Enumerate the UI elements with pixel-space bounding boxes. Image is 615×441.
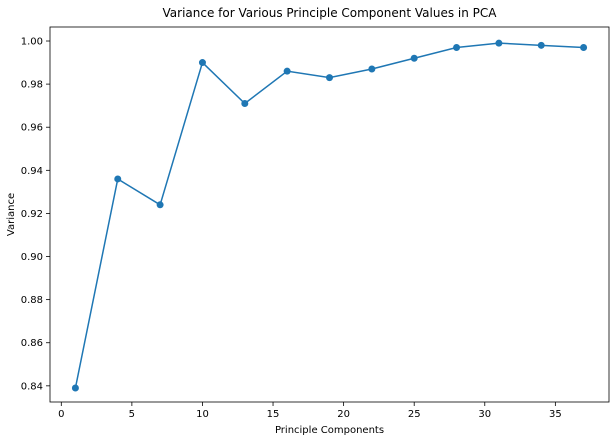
data-point <box>410 54 418 62</box>
y-tick-label: 1.00 <box>21 37 43 48</box>
y-axis-label: Variance <box>6 193 17 236</box>
y-tick-label: 0.86 <box>21 338 43 349</box>
x-tick-label: 0 <box>58 409 64 420</box>
data-point <box>368 65 376 73</box>
y-tick-label: 0.92 <box>21 209 43 220</box>
x-tick-label: 20 <box>337 409 350 420</box>
data-point <box>114 175 122 183</box>
data-point <box>71 384 79 392</box>
x-tick-label: 30 <box>478 409 491 420</box>
y-tick-label: 0.84 <box>21 381 43 392</box>
y-tick-label: 0.98 <box>21 80 43 91</box>
y-tick-label: 0.88 <box>21 295 43 306</box>
x-axis-label: Principle Components <box>275 425 384 436</box>
data-point <box>580 43 588 51</box>
data-point <box>283 67 291 75</box>
x-tick-label: 35 <box>549 409 562 420</box>
data-point <box>241 100 249 108</box>
data-point <box>198 59 206 67</box>
data-point <box>537 41 545 49</box>
plot-frame <box>49 26 610 403</box>
x-tick-label: 10 <box>196 409 209 420</box>
data-point <box>156 201 164 209</box>
data-point <box>495 39 503 47</box>
chart-title: Variance for Various Principle Component… <box>163 6 498 20</box>
x-tick-label: 15 <box>267 409 280 420</box>
data-point <box>326 74 333 82</box>
plot-area: 0 5 10 15 20 25 30 35 0.84 0.86 0.88 0.90 0.92 0.94 0.… <box>21 37 588 420</box>
x-tick-label: 25 <box>408 409 421 420</box>
x-tick-label: 5 <box>129 409 135 420</box>
data-point <box>453 43 461 51</box>
y-tick-label: 0.94 <box>21 166 43 177</box>
y-tick-label: 0.90 <box>21 252 43 263</box>
y-tick-label: 0.96 <box>21 123 43 134</box>
